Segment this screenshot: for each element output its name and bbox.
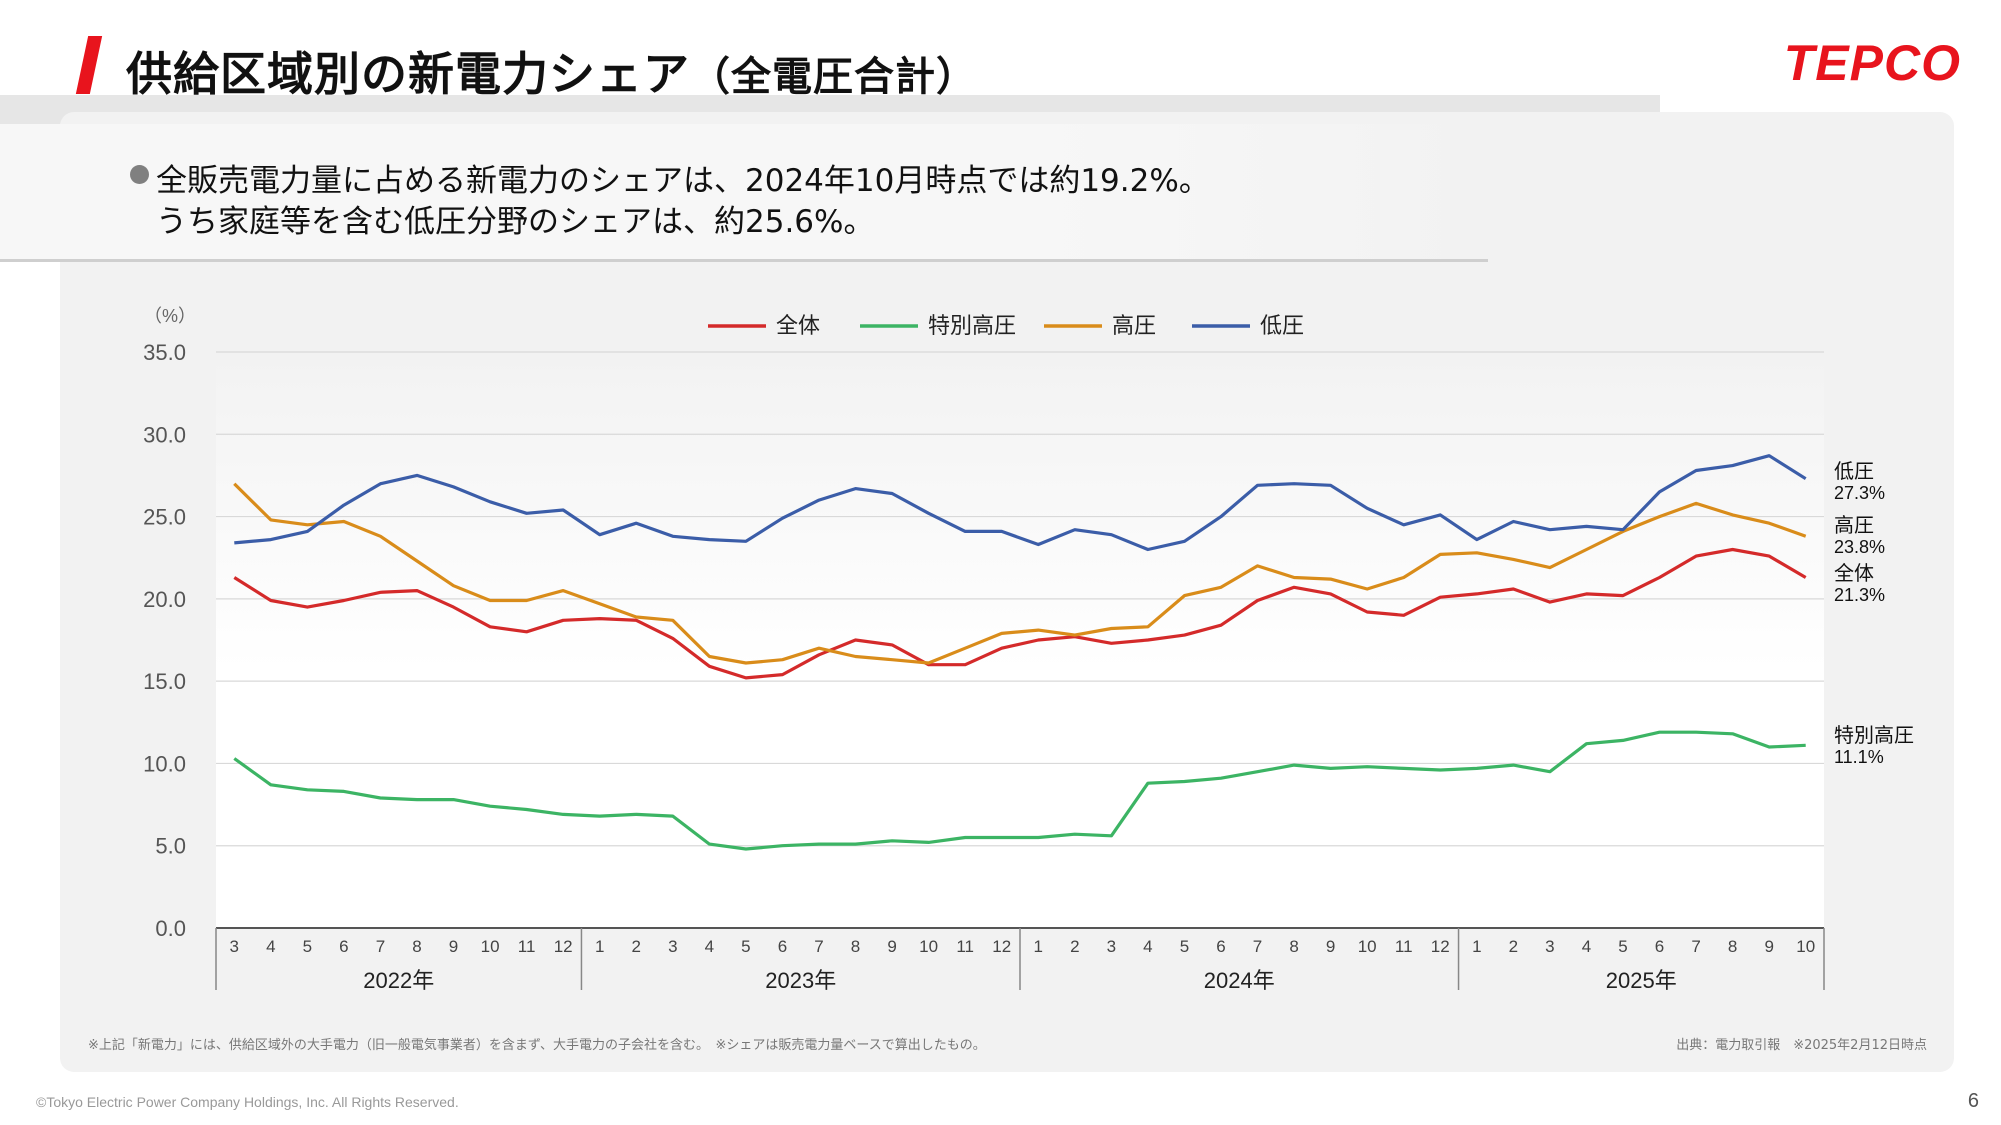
y-tick-label: 35.0 xyxy=(143,340,186,365)
page-number: 6 xyxy=(1967,1090,1979,1112)
x-tick-label: 2 xyxy=(632,937,641,956)
legend-label: 低圧 xyxy=(1260,313,1304,338)
x-tick-label: 5 xyxy=(303,937,312,956)
footnote-left: ※上記「新電力」には、供給区域外の大手電力（旧一般電気事業者）を含まず、大手電力… xyxy=(88,1038,986,1053)
copyright: ©Tokyo Electric Power Company Holdings, … xyxy=(36,1094,459,1110)
y-axis-label: （%） xyxy=(144,306,196,326)
x-tick-label: 10 xyxy=(1358,937,1377,956)
x-tick-label: 9 xyxy=(1764,937,1773,956)
x-tick-label: 9 xyxy=(1326,937,1335,956)
y-tick-label: 30.0 xyxy=(143,422,186,447)
end-label-name: 低圧 xyxy=(1834,460,1874,483)
x-tick-label: 6 xyxy=(1655,937,1664,956)
x-tick-label: 3 xyxy=(230,937,239,956)
y-tick-label: 5.0 xyxy=(155,834,186,859)
x-tick-label: 4 xyxy=(1143,937,1152,956)
x-tick-label: 11 xyxy=(1395,937,1413,956)
x-tick-label: 1 xyxy=(1034,937,1043,956)
legend-label: 高圧 xyxy=(1112,313,1156,338)
x-tick-label: 12 xyxy=(992,937,1011,956)
series-line-低圧 xyxy=(234,454,1807,552)
end-label-name: 高圧 xyxy=(1834,514,1874,537)
x-tick-label: 2 xyxy=(1070,937,1079,956)
footnote-source: 出典：電力取引報 ※2025年2月12日時点 xyxy=(1676,1038,1927,1053)
year-label: 2025年 xyxy=(1606,968,1677,993)
x-tick-label: 10 xyxy=(919,937,938,956)
x-tick-label: 11 xyxy=(518,937,536,956)
tepco-logo: TEPCO xyxy=(1783,35,1961,91)
year-label: 2023年 xyxy=(765,968,836,993)
x-tick-label: 3 xyxy=(1107,937,1116,956)
year-label: 2024年 xyxy=(1204,968,1275,993)
x-tick-label: 10 xyxy=(1796,937,1815,956)
x-tick-label: 8 xyxy=(412,937,421,956)
x-tick-label: 5 xyxy=(1618,937,1627,956)
summary-line-2: うち家庭等を含む低圧分野のシェアは、約25.6%。 xyxy=(156,204,875,240)
series-line-高圧 xyxy=(233,482,1807,665)
x-tick-label: 1 xyxy=(1472,937,1481,956)
y-tick-label: 15.0 xyxy=(143,669,186,694)
x-tick-label: 7 xyxy=(1253,937,1262,956)
series-line-全体 xyxy=(233,547,1807,680)
end-label-value: 11.1% xyxy=(1834,747,1884,767)
x-tick-label: 3 xyxy=(668,937,677,956)
x-tick-label: 6 xyxy=(339,937,348,956)
page-title: 供給区域別の新電力シェア（全電圧合計） xyxy=(126,38,977,104)
x-tick-label: 8 xyxy=(851,937,860,956)
end-label-name: 全体 xyxy=(1834,562,1874,585)
y-tick-label: 0.0 xyxy=(155,916,186,941)
x-tick-label: 6 xyxy=(1216,937,1225,956)
summary-callout xyxy=(0,124,1488,262)
plot-area xyxy=(216,352,1824,928)
end-label-name: 特別高圧 xyxy=(1834,724,1914,747)
x-tick-label: 10 xyxy=(481,937,500,956)
x-tick-label: 7 xyxy=(814,937,823,956)
x-tick-label: 4 xyxy=(266,937,275,956)
x-tick-label: 9 xyxy=(449,937,458,956)
x-tick-label: 8 xyxy=(1289,937,1298,956)
x-tick-label: 5 xyxy=(1180,937,1189,956)
end-label-value: 21.3% xyxy=(1834,585,1885,605)
x-tick-label: 1 xyxy=(595,937,604,956)
end-label-value: 27.3% xyxy=(1834,483,1885,503)
x-tick-label: 2 xyxy=(1509,937,1518,956)
y-tick-label: 25.0 xyxy=(143,505,186,530)
page-title-main: 供給区域別の新電力シェア xyxy=(126,47,690,101)
series-line-特別高圧 xyxy=(233,730,1806,851)
x-tick-label: 6 xyxy=(778,937,787,956)
end-label-value: 23.8% xyxy=(1834,537,1885,557)
x-tick-label: 12 xyxy=(554,937,573,956)
legend-label: 全体 xyxy=(776,313,820,338)
x-tick-label: 3 xyxy=(1545,937,1554,956)
summary-line-1: 全販売電力量に占める新電力のシェアは、2024年10月時点では約19.2%。 xyxy=(156,163,1210,199)
legend-label: 特別高圧 xyxy=(928,313,1016,338)
year-label: 2022年 xyxy=(363,968,434,993)
x-tick-label: 7 xyxy=(376,937,385,956)
x-tick-label: 11 xyxy=(956,937,974,956)
bullet-icon xyxy=(130,165,149,184)
page-title-sub: （全電圧合計） xyxy=(690,54,977,100)
x-tick-label: 4 xyxy=(705,937,714,956)
y-tick-label: 20.0 xyxy=(143,587,186,612)
x-tick-label: 7 xyxy=(1691,937,1700,956)
y-tick-label: 10.0 xyxy=(143,751,186,776)
x-tick-label: 5 xyxy=(741,937,750,956)
x-tick-label: 9 xyxy=(887,937,896,956)
x-tick-label: 8 xyxy=(1728,937,1737,956)
x-tick-label: 12 xyxy=(1431,937,1450,956)
x-tick-label: 4 xyxy=(1582,937,1591,956)
